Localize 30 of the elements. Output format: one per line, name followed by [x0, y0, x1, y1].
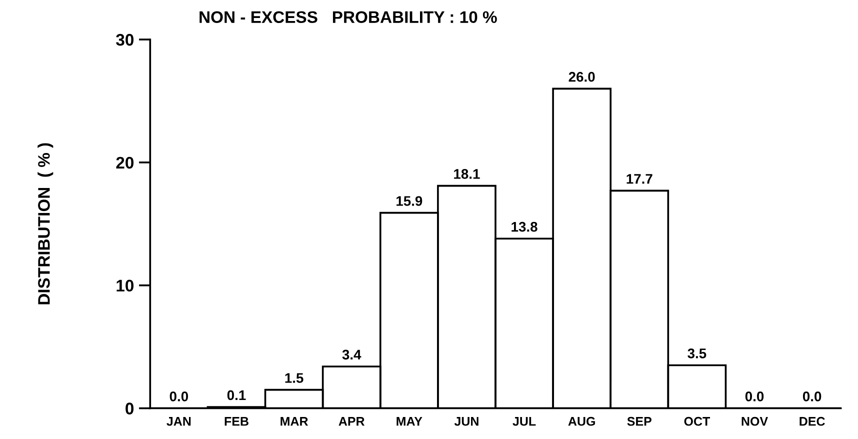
x-tick-label: FEB: [224, 417, 248, 426]
data-label: 17.7: [626, 174, 652, 184]
x-tick-label: JUN: [454, 417, 478, 426]
y-tick-label: 10: [116, 280, 134, 292]
data-label: 0.1: [227, 390, 246, 400]
data-label: 18.1: [454, 169, 480, 179]
y-axis-title: DISTRIBUTION ( % ): [38, 143, 54, 304]
x-tick-label: JAN: [166, 417, 191, 426]
y-tick-label: 0: [126, 402, 134, 414]
x-tick-label: JUL: [512, 417, 536, 426]
data-label: 26.0: [568, 72, 595, 82]
x-tick-label: DEC: [800, 416, 825, 426]
y-tick-label: 20: [116, 156, 134, 169]
y-tick-label: 30: [116, 34, 134, 46]
data-label: 0.0: [745, 392, 764, 402]
chart-title: NON - EXCESS PROBABILITY : 10 %: [200, 11, 497, 24]
data-label: 3.5: [688, 348, 706, 358]
x-tick-label: OCT: [684, 416, 710, 426]
data-label: 1.5: [285, 373, 304, 383]
x-tick-label: NOV: [742, 416, 768, 426]
x-tick-label: APR: [338, 417, 365, 426]
data-label: 15.9: [396, 196, 422, 206]
data-label: 13.8: [512, 222, 538, 232]
data-label: 3.4: [342, 350, 362, 360]
data-label: 0.0: [802, 392, 822, 402]
x-tick-label: AUG: [568, 416, 595, 426]
x-tick-label: MAR: [280, 417, 308, 426]
data-label: 0.0: [170, 392, 188, 402]
x-tick-label: SEP: [627, 416, 652, 426]
x-tick-label: MAY: [396, 417, 422, 426]
